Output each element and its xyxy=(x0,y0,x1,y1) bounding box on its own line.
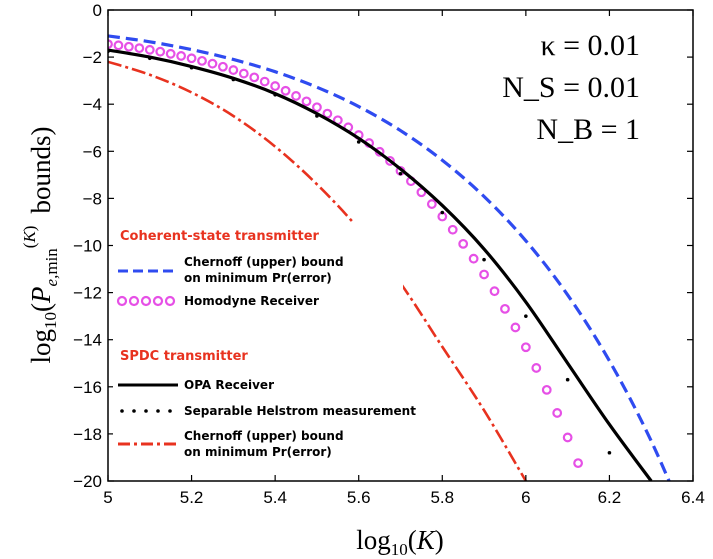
homodyne-point xyxy=(186,53,197,64)
legend-spdc-heading: SPDC transmitter xyxy=(120,349,248,364)
homodyne-point xyxy=(207,58,218,69)
helstrom-point xyxy=(607,450,612,455)
homodyne-point xyxy=(562,432,573,443)
x-tick-label: 6.4 xyxy=(681,488,705,507)
y-tick-label: −6 xyxy=(83,142,102,161)
x-tick-label: 5.2 xyxy=(180,488,204,507)
y-tick-label: −20 xyxy=(73,472,102,491)
homodyne-point xyxy=(585,487,593,495)
homodyne-point xyxy=(238,68,249,79)
legend-chernoff-coherent-label-2: on minimum Pr(error) xyxy=(184,271,332,285)
y-tick-label: −14 xyxy=(73,331,102,350)
y-tick-label: −10 xyxy=(73,237,102,256)
x-tick-label: 5.8 xyxy=(430,488,454,507)
legend-helstrom-label: Separable Helstrom measurement xyxy=(184,404,416,418)
homodyne-point xyxy=(134,43,145,54)
helstrom-point xyxy=(482,257,486,262)
helstrom-point xyxy=(315,114,319,118)
homodyne-point xyxy=(144,44,155,55)
legend-chernoff-spdc-label-1: Chernoff (upper) bound xyxy=(184,429,344,443)
homodyne-point xyxy=(155,46,166,57)
y-tick-label: −2 xyxy=(83,48,102,67)
homodyne-point xyxy=(468,253,479,264)
helstrom-point xyxy=(147,56,152,61)
homodyne-point xyxy=(510,322,521,333)
homodyne-point xyxy=(270,81,281,91)
helstrom-point xyxy=(440,210,445,215)
x-tick-label: 5.4 xyxy=(263,488,287,507)
legend-homodyne-label: Homodyne Receiver xyxy=(184,294,319,308)
homodyne-point xyxy=(500,303,510,314)
y-tick-label: −16 xyxy=(73,378,102,397)
homodyne-point xyxy=(291,91,301,101)
helstrom-point xyxy=(356,140,361,144)
homodyne-point xyxy=(176,51,187,61)
y-tick-label: 0 xyxy=(93,1,102,20)
legend-helstrom-swatch xyxy=(120,409,172,413)
legend-background xyxy=(113,223,403,467)
series-3-dotted xyxy=(108,49,612,455)
homodyne-point xyxy=(426,199,437,209)
legend-opa-label: OPA Receiver xyxy=(184,378,274,392)
series-0-dashed xyxy=(108,34,671,481)
tick-layer: 5 5.2 5.4 5.6 5.8 6 6.2 6.4 0 −2 −4 −6 −8 −10 −12 −14 −1… xyxy=(73,1,705,507)
ns-label: N_S = 0.01 xyxy=(502,71,640,104)
homodyne-point xyxy=(573,458,583,469)
y-axis-label: log10(Pe,min(K)bounds) xyxy=(20,127,61,364)
y-tick-label: −4 xyxy=(83,95,102,114)
helstrom-point xyxy=(189,65,194,70)
series-4-dashdot xyxy=(108,60,527,481)
homodyne-point xyxy=(531,363,542,373)
homodyne-point xyxy=(541,384,552,395)
homodyne-point xyxy=(123,41,134,52)
x-tick-label: 6 xyxy=(521,488,530,507)
helstrom-point xyxy=(398,171,403,176)
homodyne-point xyxy=(165,48,176,59)
homodyne-point xyxy=(280,85,291,96)
series-layer xyxy=(108,34,671,495)
series-2-solid xyxy=(108,48,653,481)
homodyne-point xyxy=(312,102,322,113)
x-tick-label: 6.2 xyxy=(598,488,622,507)
homodyne-point xyxy=(108,39,113,50)
homodyne-point xyxy=(197,55,207,66)
legend-coherent-heading: Coherent-state transmitter xyxy=(120,229,320,244)
homodyne-point xyxy=(552,408,563,418)
homodyne-point xyxy=(489,286,500,297)
homodyne-point xyxy=(228,65,239,75)
homodyne-point xyxy=(520,342,531,353)
homodyne-point xyxy=(458,238,469,249)
homodyne-point xyxy=(301,96,312,107)
helstrom-point xyxy=(231,77,236,82)
legend: Coherent-state transmitter Chernoff (upp… xyxy=(113,223,416,467)
homodyne-point xyxy=(322,108,333,119)
series-1-circles xyxy=(108,39,593,495)
homodyne-point xyxy=(259,76,270,87)
kappa-label: κ = 0.01 xyxy=(540,29,640,62)
homodyne-point xyxy=(218,61,228,72)
y-tick-label: −8 xyxy=(83,189,102,208)
helstrom-point xyxy=(565,377,570,382)
homodyne-point xyxy=(249,72,260,83)
x-tick-label: 5 xyxy=(103,488,112,507)
y-tick-label: −18 xyxy=(73,425,102,444)
x-axis-label: log10(K) xyxy=(356,525,444,559)
homodyne-point xyxy=(385,156,395,166)
legend-chernoff-coherent-label-1: Chernoff (upper) bound xyxy=(184,255,344,269)
helstrom-point xyxy=(273,92,277,97)
legend-homodyne-swatch xyxy=(116,295,176,307)
x-tick-label: 5.6 xyxy=(347,488,371,507)
homodyne-point xyxy=(113,40,124,51)
helstrom-point xyxy=(524,314,528,318)
y-tick-label: −12 xyxy=(73,284,102,303)
nb-label: N_B = 1 xyxy=(536,113,640,146)
homodyne-point xyxy=(479,269,489,280)
legend-chernoff-spdc-label-2: on minimum Pr(error) xyxy=(184,445,332,459)
homodyne-point xyxy=(447,224,458,235)
